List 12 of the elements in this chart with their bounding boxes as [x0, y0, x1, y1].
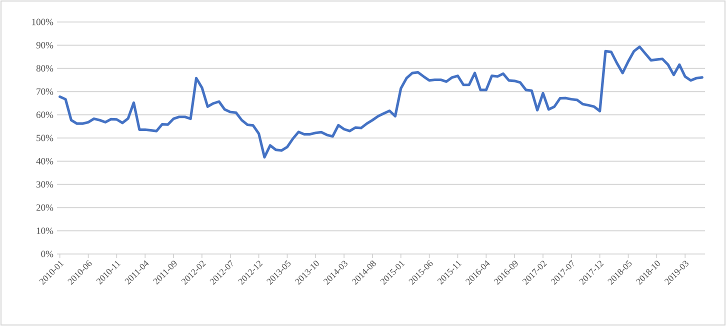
y-tick-label: 30% [36, 181, 54, 188]
y-tick-label: 10% [36, 228, 54, 234]
line-series [58, 46, 704, 159]
y-tick-label: 70% [36, 88, 54, 95]
y-tick-label: 90% [36, 42, 54, 48]
y-tick-label: 80% [36, 65, 54, 72]
y-tick-label: 20% [36, 204, 54, 211]
y-tick-label: 50% [36, 134, 54, 142]
y-tick-label: 40% [36, 158, 54, 164]
y-tick-label: 60% [36, 112, 54, 118]
y-tick-label: 0% [41, 250, 54, 258]
y-tick-label: 100% [32, 18, 54, 26]
